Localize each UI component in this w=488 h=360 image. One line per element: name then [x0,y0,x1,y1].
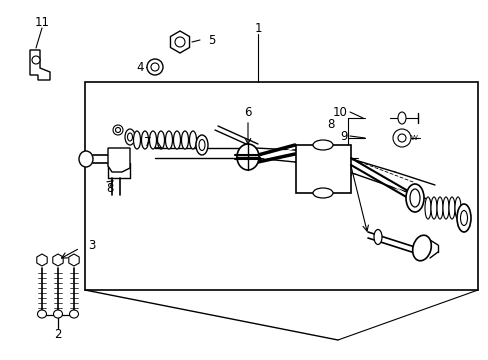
Ellipse shape [173,131,180,149]
Ellipse shape [424,197,430,219]
Ellipse shape [38,310,46,318]
Ellipse shape [460,211,467,225]
Text: 3: 3 [88,239,96,252]
Polygon shape [37,254,47,266]
Text: 4: 4 [136,60,143,73]
FancyBboxPatch shape [295,145,350,193]
Text: 5: 5 [208,33,215,46]
Text: 8: 8 [106,181,113,194]
Ellipse shape [165,131,172,149]
Text: 9: 9 [340,130,347,143]
Ellipse shape [53,310,62,318]
Ellipse shape [442,197,448,219]
Bar [85,82,477,290]
Ellipse shape [312,188,332,198]
Circle shape [113,125,123,135]
Ellipse shape [405,184,423,212]
Ellipse shape [149,131,156,149]
Ellipse shape [448,197,454,219]
Ellipse shape [436,197,442,219]
Ellipse shape [181,131,188,149]
Ellipse shape [127,133,132,141]
Circle shape [32,56,40,64]
Ellipse shape [412,235,430,261]
Ellipse shape [454,197,460,219]
Polygon shape [170,31,189,53]
Ellipse shape [196,135,207,155]
Ellipse shape [373,230,381,244]
Ellipse shape [69,310,79,318]
Ellipse shape [237,144,259,170]
Text: 7: 7 [144,135,151,149]
Circle shape [392,129,410,147]
Circle shape [115,127,120,132]
Text: W: W [410,135,417,141]
Circle shape [175,37,184,47]
Text: 11: 11 [35,15,49,28]
Text: 1: 1 [254,22,261,35]
Ellipse shape [79,151,93,167]
Polygon shape [108,148,130,172]
Ellipse shape [141,131,148,149]
Ellipse shape [125,129,135,145]
Circle shape [151,63,159,71]
Ellipse shape [189,131,196,149]
Ellipse shape [409,189,419,207]
Ellipse shape [397,112,405,124]
Ellipse shape [199,140,204,150]
Ellipse shape [133,131,140,149]
Ellipse shape [430,197,436,219]
Polygon shape [69,254,79,266]
Ellipse shape [456,204,470,232]
Text: 2: 2 [54,328,61,342]
Polygon shape [53,254,63,266]
Text: 10: 10 [332,105,347,118]
Polygon shape [30,50,50,80]
Text: 6: 6 [244,105,251,118]
Circle shape [397,134,405,142]
Text: 8: 8 [327,117,334,131]
Circle shape [147,59,163,75]
Ellipse shape [157,131,164,149]
Ellipse shape [312,140,332,150]
